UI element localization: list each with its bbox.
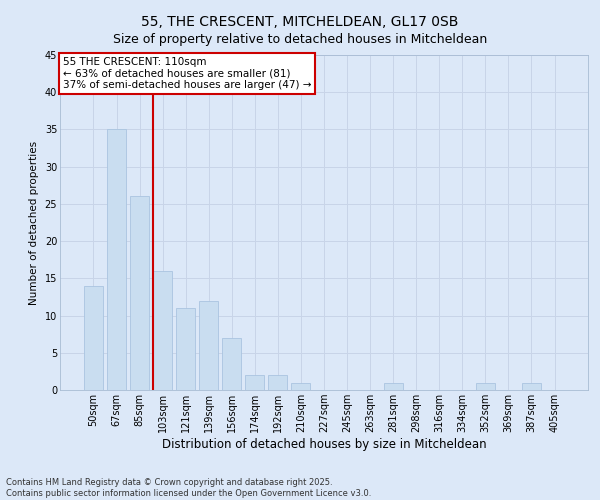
Bar [223, 338, 241, 390]
Bar [199, 300, 218, 390]
Bar [245, 375, 264, 390]
Bar [84, 286, 103, 390]
Bar [107, 130, 126, 390]
Bar [522, 382, 541, 390]
X-axis label: Distribution of detached houses by size in Mitcheldean: Distribution of detached houses by size … [161, 438, 487, 451]
Y-axis label: Number of detached properties: Number of detached properties [29, 140, 39, 304]
Text: Contains HM Land Registry data © Crown copyright and database right 2025.
Contai: Contains HM Land Registry data © Crown c… [6, 478, 371, 498]
Bar [268, 375, 287, 390]
Text: Size of property relative to detached houses in Mitcheldean: Size of property relative to detached ho… [113, 32, 487, 46]
Bar [153, 271, 172, 390]
Bar [292, 382, 310, 390]
Bar [176, 308, 195, 390]
Text: 55, THE CRESCENT, MITCHELDEAN, GL17 0SB: 55, THE CRESCENT, MITCHELDEAN, GL17 0SB [142, 15, 458, 29]
Bar [130, 196, 149, 390]
Bar [476, 382, 495, 390]
Bar [384, 382, 403, 390]
Text: 55 THE CRESCENT: 110sqm
← 63% of detached houses are smaller (81)
37% of semi-de: 55 THE CRESCENT: 110sqm ← 63% of detache… [62, 56, 311, 90]
